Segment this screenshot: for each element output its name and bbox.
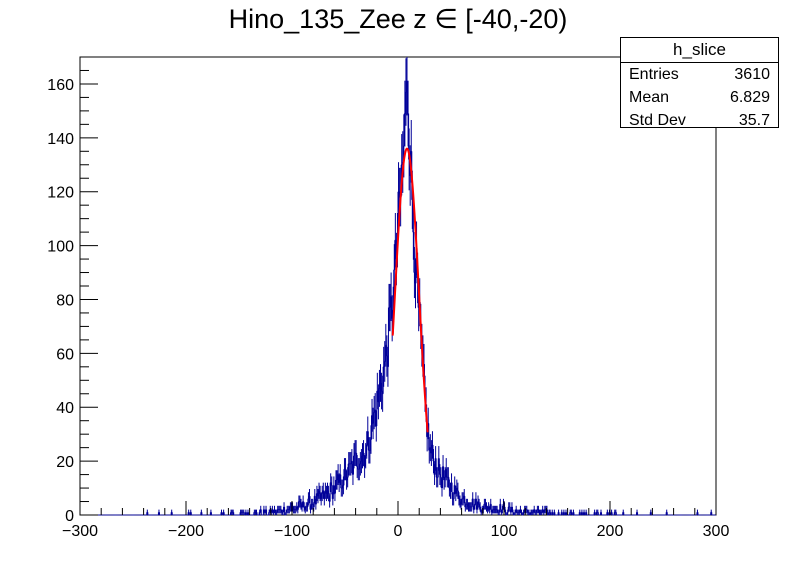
- stats-label: Mean: [629, 89, 670, 106]
- x-tick-label: 300: [703, 523, 730, 540]
- y-tick-label: 140: [47, 131, 74, 148]
- stats-row-entries: Entries 3610: [621, 63, 778, 86]
- axes: −300 −200 −100 0 100 200 300 0 20 40 60 80 100 120 140…: [47, 56, 730, 540]
- x-tick-label: −100: [274, 523, 310, 540]
- x-tick-label: −200: [168, 523, 204, 540]
- y-tick-label: 160: [47, 77, 74, 94]
- gaussian-fit-curve: [391, 147, 429, 433]
- stats-value: 35.7: [738, 112, 770, 129]
- y-tick-label: 20: [56, 454, 74, 471]
- stats-value: 3610: [734, 66, 770, 83]
- y-tick-label: 80: [56, 292, 74, 309]
- x-tick-label: 0: [394, 523, 403, 540]
- fit-curve-layer: [391, 147, 429, 433]
- stats-row-mean: Mean 6.829: [621, 86, 778, 109]
- y-tick-label: 0: [65, 508, 74, 525]
- y-tick-label: 120: [47, 185, 74, 202]
- stats-value: 6.829: [729, 89, 770, 106]
- x-tick-label: −300: [62, 523, 98, 540]
- x-tick-label: 200: [597, 523, 624, 540]
- stats-label: Entries: [629, 66, 679, 83]
- x-tick-label: 100: [491, 523, 518, 540]
- y-tick-label: 60: [56, 346, 74, 363]
- stats-box-title: h_slice: [621, 38, 778, 63]
- chart-title: Hino_135_Zee z ∈ [-40,-20): [228, 4, 568, 34]
- y-tick-label: 100: [47, 239, 74, 256]
- stats-row-std-dev: Std Dev 35.7: [621, 109, 778, 132]
- stats-label: Std Dev: [629, 112, 686, 129]
- y-tick-label: 40: [56, 400, 74, 417]
- stats-box: h_slice Entries 3610 Mean 6.829 Std Dev …: [620, 37, 779, 129]
